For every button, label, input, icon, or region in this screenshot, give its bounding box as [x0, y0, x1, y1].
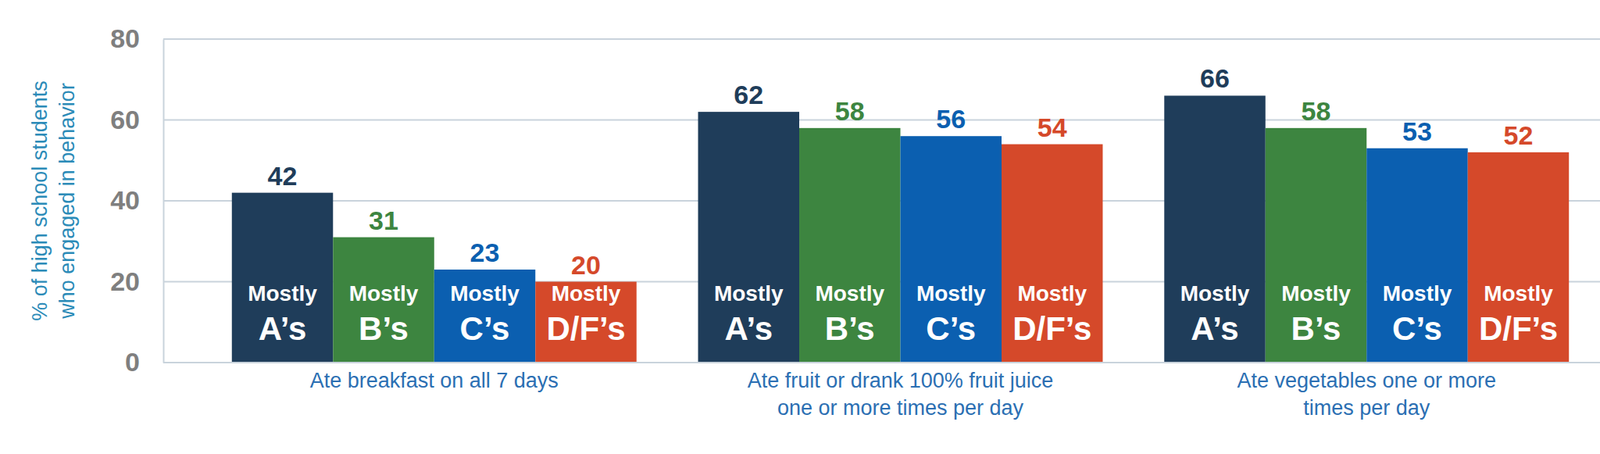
data-label: 54 — [1037, 112, 1068, 143]
series-name-line: A’s — [725, 310, 773, 347]
x-tick: Ate vegetables one or more times per day — [1236, 362, 1497, 420]
series-name-line: B’s — [1291, 310, 1342, 347]
grid-line — [163, 361, 1600, 364]
data-label: 53 — [1402, 116, 1433, 147]
y-tick: 80 — [110, 23, 164, 54]
series-name: Mostly D/F’s — [546, 281, 625, 347]
series-name-line: D/F’s — [546, 310, 625, 347]
x-tick-label-line: Ate vegetables one or more — [1236, 368, 1497, 393]
y-tick: 60 — [110, 104, 164, 135]
series-name-line: Mostly — [1180, 281, 1250, 306]
series-name-line: B’s — [825, 310, 875, 347]
x-tick-label-line: Ate breakfast on all 7 days — [310, 368, 559, 393]
series-name: Mostly B’s — [814, 281, 885, 347]
series-name-line: Mostly — [1382, 281, 1453, 306]
data-label: 66 — [1200, 63, 1230, 93]
y-tick: 40 — [110, 185, 164, 215]
bars — [232, 95, 1569, 363]
series-name: Mostly A’s — [714, 281, 784, 347]
grid-line — [163, 119, 1600, 122]
bar — [1467, 152, 1569, 363]
bar — [900, 135, 1002, 363]
x-tick-label-line: times per day — [1303, 396, 1431, 420]
y-tick-label: 40 — [110, 185, 140, 215]
series-name-line: Mostly — [1281, 281, 1351, 306]
series-name: Mostly D/F’s — [1478, 281, 1558, 347]
series-name: Mostly A’s — [1180, 281, 1250, 347]
data-label: 58 — [1301, 96, 1332, 126]
y-tick-label: 0 — [125, 346, 140, 377]
data-label: 52 — [1503, 120, 1534, 150]
bar — [1001, 144, 1103, 363]
y-axis-title-line: % of high school students — [28, 80, 52, 322]
y-tick: 20 — [110, 266, 164, 297]
series-name-line: Mostly — [1483, 281, 1554, 306]
series-name-line: Mostly — [349, 281, 419, 306]
y-tick-label: 20 — [110, 266, 140, 297]
data-label: 20 — [571, 250, 601, 280]
bar — [698, 111, 800, 363]
bar — [1164, 95, 1265, 363]
series-name: Mostly C’s — [916, 281, 986, 347]
series-name-line: C’s — [1392, 310, 1443, 347]
series-name-line: C’s — [460, 310, 511, 347]
series-name: Mostly B’s — [349, 281, 419, 347]
series-name-line: Mostly — [450, 281, 520, 306]
bar — [232, 192, 333, 363]
x-tick-label: Ate vegetables one or more times per day — [1236, 368, 1497, 420]
x-tick-label-line: one or more times per day — [777, 396, 1025, 420]
grid — [163, 39, 1600, 363]
series-name-line: B’s — [358, 310, 409, 347]
y-axis-line — [163, 39, 165, 364]
data-label: 58 — [835, 96, 865, 126]
x-axis: Ate breakfast on all 7 days Ate fruit or … — [163, 362, 1600, 420]
data-label: 23 — [470, 237, 500, 268]
series-name-line: Mostly — [551, 281, 622, 306]
bar — [434, 269, 536, 363]
bar — [535, 282, 636, 364]
series-name: Mostly D/F’s — [1012, 281, 1092, 347]
data-label: 56 — [935, 103, 966, 134]
x-tick-label: Ate fruit or drank 100% fruit juice one o… — [747, 368, 1054, 420]
series-name-line: Mostly — [247, 281, 318, 306]
series-name-line: A’s — [258, 310, 307, 347]
series-name-line: D/F’s — [1012, 310, 1092, 347]
data-label: 31 — [368, 205, 399, 236]
data-label: 42 — [267, 160, 298, 191]
series-name-line: Mostly — [916, 281, 986, 306]
series-name: Mostly C’s — [450, 281, 520, 347]
series-name-line: A’s — [1190, 310, 1239, 347]
y-axis-title: % of high school studentswho engaged in … — [28, 80, 79, 322]
series-name-line: Mostly — [814, 281, 885, 306]
y-tick: 0 — [125, 346, 164, 377]
series-name-line: Mostly — [1017, 281, 1087, 306]
bar-texts: Mostly A’s 42 Mostly A’s 62 Mostly A’s 66 Mostly B… — [247, 63, 1558, 347]
series-name-line: D/F’s — [1478, 310, 1558, 347]
bar — [799, 128, 900, 363]
series-name-line: C’s — [925, 310, 976, 347]
x-tick: Ate breakfast on all 7 days — [310, 362, 559, 393]
x-tick: Ate fruit or drank 100% fruit juice one o… — [747, 362, 1054, 420]
y-axis: 0 20 40 60 80 — [110, 23, 164, 377]
data-label: 62 — [733, 79, 764, 110]
series-name: Mostly B’s — [1281, 281, 1351, 347]
bar — [1265, 128, 1367, 363]
y-axis-title-line: who engaged in behavior — [55, 82, 79, 320]
y-tick-label: 80 — [110, 23, 140, 54]
x-axis-line — [163, 361, 1600, 364]
chart: Mostly A’s 42 Mostly A’s 62 Mostly A’s 66 Mostly B… — [0, 0, 1600, 454]
y-tick-label: 60 — [110, 104, 140, 135]
bar — [332, 237, 434, 363]
series-name: Mostly C’s — [1382, 281, 1453, 347]
grid-line — [163, 38, 1600, 40]
x-tick-label-line: Ate fruit or drank 100% fruit juice — [747, 368, 1054, 393]
bar — [1366, 148, 1468, 363]
x-tick-label: Ate breakfast on all 7 days — [310, 368, 559, 393]
series-name: Mostly A’s — [247, 281, 318, 347]
series-name-line: Mostly — [714, 281, 784, 306]
